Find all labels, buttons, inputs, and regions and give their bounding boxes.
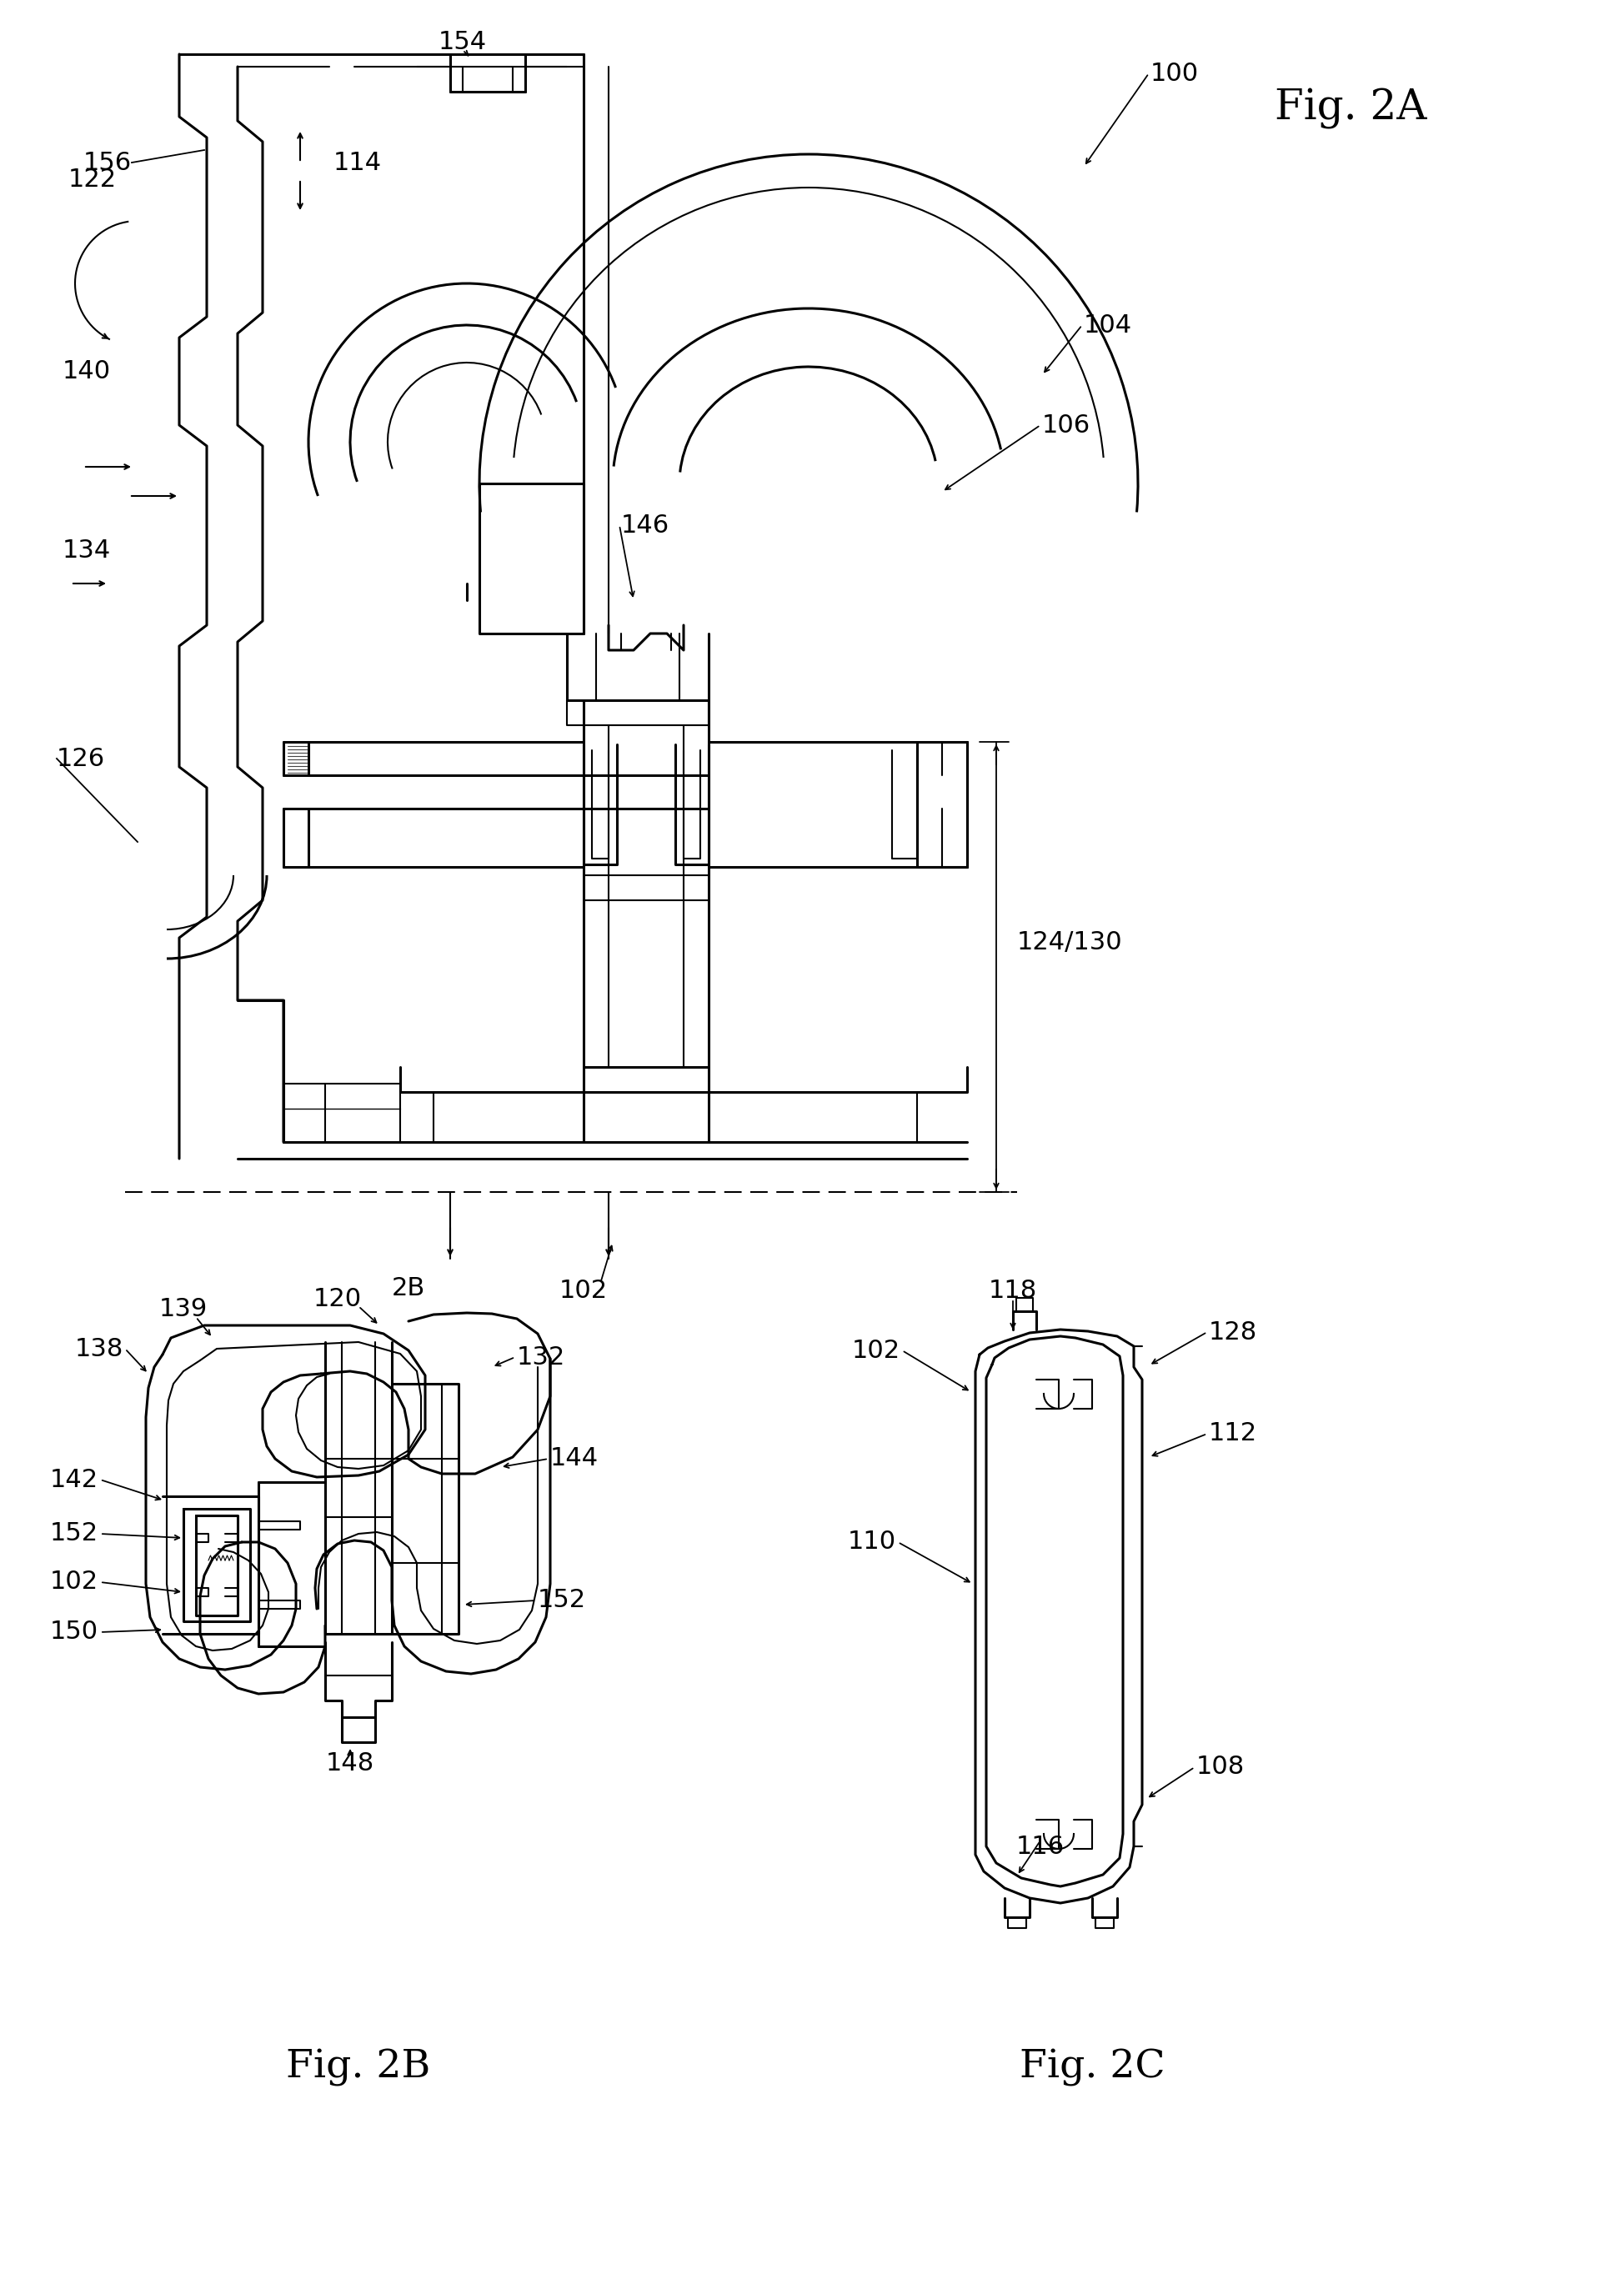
Text: 110: 110 [848, 1529, 896, 1554]
Text: 102: 102 [853, 1338, 900, 1363]
Text: 139: 139 [159, 1297, 208, 1322]
Text: 112: 112 [1208, 1422, 1257, 1445]
Text: 140: 140 [63, 358, 110, 383]
Text: 134: 134 [63, 538, 110, 563]
Text: 148: 148 [326, 1750, 375, 1775]
Text: 104: 104 [1083, 312, 1132, 337]
Text: 142: 142 [50, 1468, 99, 1493]
Text: 2B: 2B [391, 1276, 425, 1299]
Text: 156: 156 [83, 150, 132, 175]
Text: Fig. 2A: Fig. 2A [1275, 89, 1426, 130]
Text: 144: 144 [551, 1447, 599, 1470]
Text: 152: 152 [50, 1522, 99, 1545]
Text: 102: 102 [50, 1570, 99, 1595]
Text: 138: 138 [75, 1338, 123, 1361]
Text: 128: 128 [1208, 1320, 1257, 1345]
Text: Fig. 2B: Fig. 2B [286, 2049, 430, 2085]
Text: 114: 114 [333, 150, 382, 175]
Text: 126: 126 [57, 748, 106, 770]
Text: 122: 122 [68, 166, 117, 191]
Text: Fig. 2C: Fig. 2C [1020, 2049, 1164, 2085]
Text: 154: 154 [438, 30, 487, 55]
Text: 118: 118 [989, 1279, 1038, 1304]
Text: 100: 100 [1150, 62, 1199, 84]
Text: 120: 120 [313, 1288, 362, 1310]
Text: 106: 106 [1043, 412, 1091, 438]
Text: 116: 116 [1017, 1835, 1065, 1857]
Text: 102: 102 [559, 1279, 607, 1304]
Text: 124/130: 124/130 [1017, 930, 1122, 955]
Text: 108: 108 [1197, 1755, 1246, 1780]
Text: 132: 132 [516, 1345, 565, 1370]
Text: 152: 152 [538, 1588, 586, 1614]
Text: 150: 150 [50, 1620, 99, 1643]
Text: 146: 146 [620, 513, 669, 538]
